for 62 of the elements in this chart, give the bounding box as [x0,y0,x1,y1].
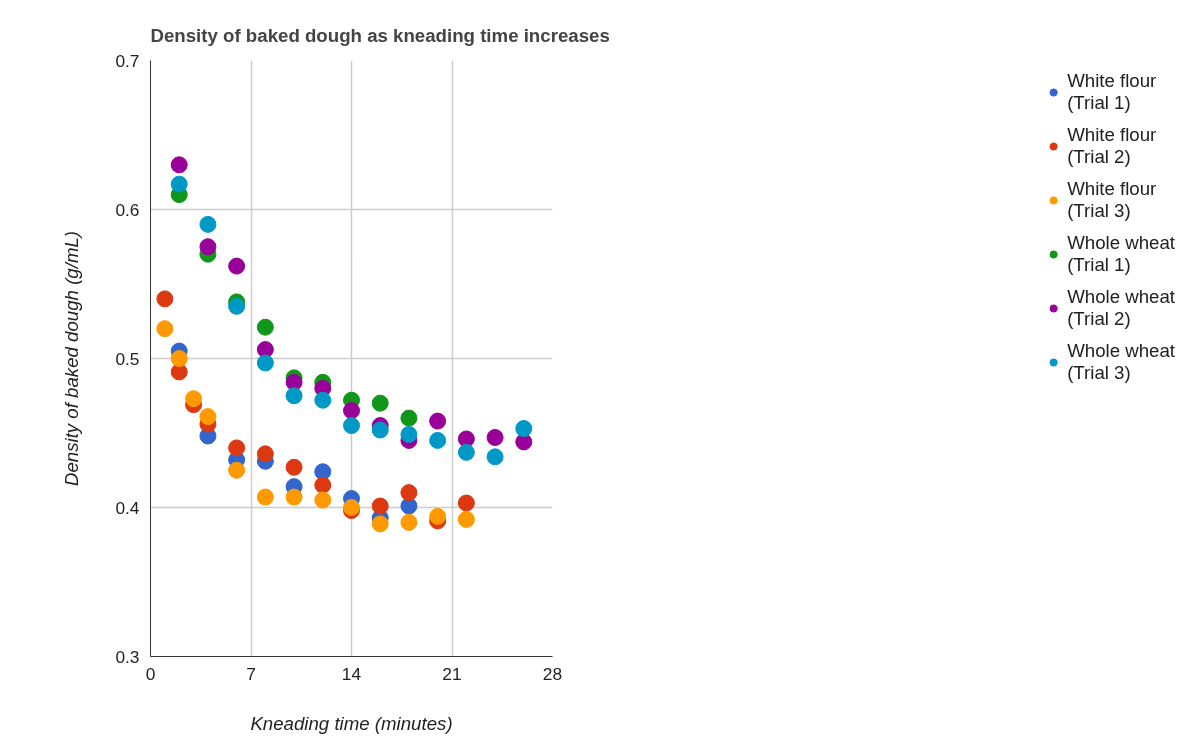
y-axis-title: Density of baked dough (g/mL) [61,230,83,487]
point [156,290,174,308]
point [199,215,217,233]
y-tick-label: 0.3 [115,646,140,667]
point [156,320,174,338]
point [285,458,303,476]
point [256,445,274,463]
point [170,175,188,193]
point [486,428,504,446]
x-tick-label: 21 [442,663,462,684]
point [314,491,332,509]
point [256,488,274,506]
point [228,297,246,315]
chart-title: Density of baked dough as kneading time increases [150,24,610,46]
point [400,513,418,531]
y-tick-label: 0.5 [115,348,140,369]
point [429,431,447,449]
point [457,510,475,528]
point [185,390,203,408]
point [285,488,303,506]
point [429,507,447,525]
point [228,439,246,457]
point [228,461,246,479]
point [228,257,246,275]
point [343,402,360,420]
point [256,318,274,336]
point [170,156,188,174]
point [199,238,217,256]
legend-label: White flour (Trial 2) [1067,124,1157,168]
point [371,421,389,439]
point [371,497,389,515]
point [486,448,504,466]
point [400,409,418,427]
x-tick-label: 0 [145,663,156,684]
point [314,391,332,409]
point [314,476,332,494]
x-tick-label: 7 [246,663,256,684]
point [457,494,475,512]
y-tick-label: 0.7 [115,50,140,71]
legend-label: Whole wheat (Trial 1) [1067,232,1175,276]
x-tick-label: 14 [341,663,362,684]
y-tick-label: 0.6 [115,199,140,220]
x-axis-title: Kneading time (minutes) [250,712,453,734]
x-tick-label: 28 [542,663,563,684]
point [429,412,447,430]
point [285,373,303,391]
point [371,394,389,412]
point [256,354,274,372]
legend-label: White flour (Trial 3) [1067,178,1157,222]
legend-label: White flour (Trial 1) [1067,70,1157,114]
point [371,515,389,533]
y-tick-label: 0.4 [115,497,140,518]
point [199,408,217,426]
legend-label: Whole wheat (Trial 3) [1067,340,1175,384]
legend-label: Whole wheat (Trial 2) [1067,286,1175,330]
point [285,387,303,405]
point [170,350,188,367]
point [400,484,418,502]
point [457,443,475,461]
point [343,417,360,435]
point [400,426,418,443]
point [515,420,533,438]
